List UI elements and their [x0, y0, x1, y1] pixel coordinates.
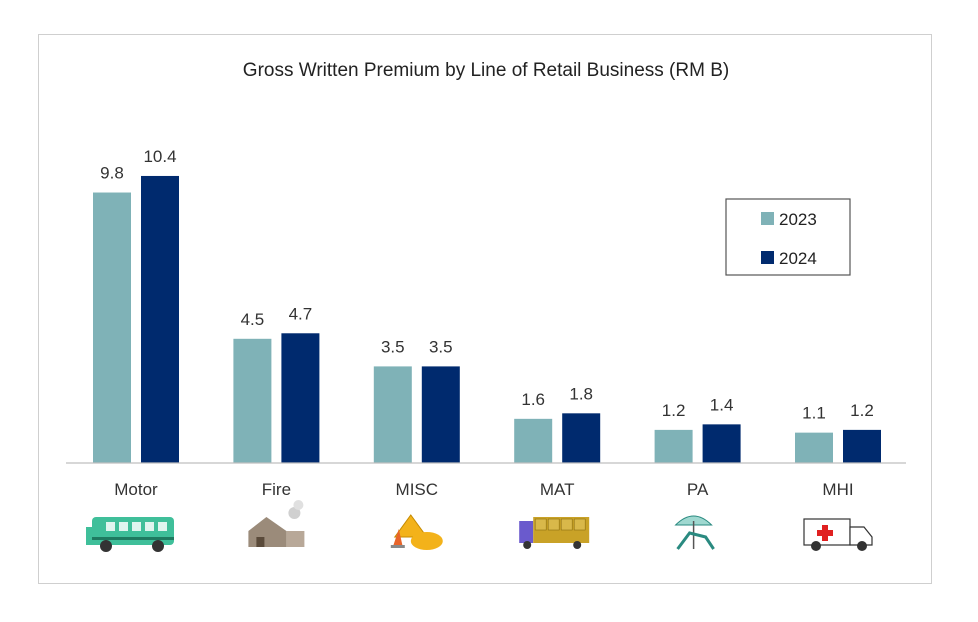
value-labels-group: 9.8 10.4 4.5 4.7 3.5 3.5 1.6 1.8 1.2 1.4 1.1 1.2: [100, 147, 874, 423]
legend: 2023 2024: [725, 198, 851, 276]
house-fire-icon: [248, 500, 305, 547]
category-icons-group: [86, 500, 873, 552]
legend-swatch-2024: [761, 251, 774, 264]
bar-motor-2024: [141, 175, 179, 463]
legend-label-2024: 2024: [779, 249, 817, 268]
beach-chair-icon: [674, 515, 715, 550]
category-label-misc: MISC: [396, 480, 439, 499]
category-labels-group: Motor Fire MISC MAT PA MHI: [114, 480, 853, 499]
chart-title: Gross Written Premium by Line of Retail …: [243, 60, 729, 81]
chart-frame: [38, 34, 932, 584]
bar-misc-2024: [421, 366, 460, 463]
construction-icon: [390, 514, 443, 550]
bar-mhi-2023: [795, 432, 833, 463]
category-label-mat: MAT: [540, 480, 575, 499]
value-label-fire-2023: 4.5: [241, 310, 265, 329]
bar-pa-2024: [702, 424, 741, 463]
value-label-fire-2024: 4.7: [289, 304, 313, 323]
value-label-pa-2023: 1.2: [662, 401, 686, 420]
value-label-motor-2024: 10.4: [143, 147, 176, 166]
legend-box: [725, 198, 851, 276]
cargo-truck-icon: [519, 517, 590, 549]
category-label-mhi: MHI: [822, 480, 853, 499]
bar-mat-2024: [562, 413, 601, 463]
ambulance-icon: [803, 518, 873, 551]
bar-fire-2024: [281, 333, 320, 463]
bar-misc-2023: [373, 366, 412, 463]
category-label-motor: Motor: [114, 480, 158, 499]
value-label-misc-2023: 3.5: [381, 337, 405, 356]
bar-motor-2023: [93, 192, 131, 463]
bars-group: [93, 175, 881, 463]
bar-pa-2023: [654, 429, 693, 463]
legend-label-2023: 2023: [779, 210, 817, 229]
value-label-mhi-2024: 1.2: [850, 401, 874, 420]
value-label-motor-2023: 9.8: [100, 164, 124, 183]
value-label-misc-2024: 3.5: [429, 337, 453, 356]
bar-mhi-2024: [843, 429, 881, 463]
category-label-fire: Fire: [262, 480, 291, 499]
bar-fire-2023: [233, 338, 272, 463]
bar-mat-2023: [514, 418, 553, 463]
category-label-pa: PA: [687, 480, 709, 499]
value-label-mat-2024: 1.8: [569, 384, 593, 403]
value-label-pa-2024: 1.4: [710, 395, 734, 414]
bus-icon: [86, 517, 174, 552]
legend-swatch-2023: [761, 212, 774, 225]
value-label-mhi-2023: 1.1: [802, 404, 826, 423]
value-label-mat-2023: 1.6: [521, 390, 545, 409]
